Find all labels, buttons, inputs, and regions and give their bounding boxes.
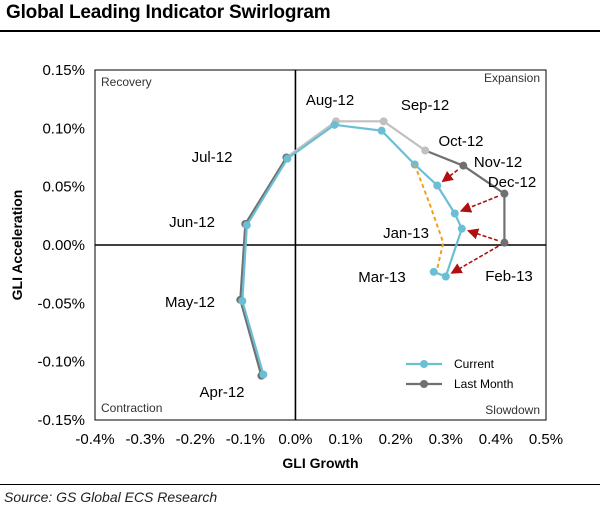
projection-line xyxy=(413,164,445,269)
x-tick-label: 0.3% xyxy=(429,431,463,448)
legend-marker-current xyxy=(420,360,428,368)
y-tick-label: 0.05% xyxy=(42,179,85,196)
source-note: Source: GS Global ECS Research xyxy=(4,489,218,505)
y-tick-label: 0.00% xyxy=(42,237,85,254)
x-tick-label: -0.2% xyxy=(176,431,215,448)
legend-label-last-month: Last Month xyxy=(454,377,513,391)
current-point xyxy=(377,126,386,135)
x-tick-label: 0.2% xyxy=(379,431,413,448)
last-month-line-segment xyxy=(239,223,247,300)
point-label: Sep-12 xyxy=(401,97,449,114)
current-point xyxy=(259,370,268,379)
y-axis-title: GLI Acceleration xyxy=(9,190,25,301)
x-tick-label: -0.3% xyxy=(126,431,165,448)
point-label: Aug-12 xyxy=(306,92,354,109)
revision-arrow xyxy=(441,169,459,183)
last-month-line-segment xyxy=(244,156,288,225)
x-tick-label: 0.5% xyxy=(529,431,563,448)
revision-arrow xyxy=(450,245,499,274)
point-label: Jan-13 xyxy=(383,225,429,242)
last-month-point xyxy=(500,238,509,247)
y-tick-label: -0.15% xyxy=(37,412,85,429)
source-rule xyxy=(0,484,600,485)
legend-label-current: Current xyxy=(454,357,495,371)
point-label: Feb-13 xyxy=(485,268,533,285)
y-tick-label: 0.10% xyxy=(42,120,85,137)
x-tick-label: 0.4% xyxy=(479,431,513,448)
last-month-line-segment xyxy=(285,120,337,159)
last-month-point xyxy=(459,161,468,170)
current-point xyxy=(238,297,247,305)
last-month-line-segment xyxy=(383,120,426,152)
y-tick-label: -0.05% xyxy=(37,295,85,312)
point-label: Jul-12 xyxy=(192,149,233,166)
y-tick-label: -0.10% xyxy=(37,354,85,371)
y-tick-label: 0.15% xyxy=(42,62,85,79)
title-rule xyxy=(0,30,600,32)
last-month-point xyxy=(379,117,388,126)
last-month-point xyxy=(421,146,430,155)
point-label: May-12 xyxy=(165,294,215,311)
x-tick-label: 0.0% xyxy=(278,431,312,448)
point-label: Mar-13 xyxy=(358,269,406,286)
revision-arrow xyxy=(466,228,499,242)
legend-marker-last-month xyxy=(420,380,428,388)
last-month-line-segment xyxy=(424,149,464,167)
current-point xyxy=(330,120,339,129)
x-axis-title: GLI Growth xyxy=(282,455,358,471)
current-series-line xyxy=(241,123,463,375)
point-label: Oct-12 xyxy=(438,133,483,150)
x-tick-label: 0.1% xyxy=(328,431,362,448)
point-label: Nov-12 xyxy=(474,154,522,171)
current-point xyxy=(433,181,442,190)
last-month-point xyxy=(500,189,509,198)
x-tick-label: -0.4% xyxy=(75,431,114,448)
chart-title: Global Leading Indicator Swirlogram xyxy=(6,2,331,23)
current-point xyxy=(450,209,459,218)
quadrant-label-slowdown: Slowdown xyxy=(485,403,540,417)
current-point xyxy=(429,267,438,276)
current-point xyxy=(457,224,466,233)
x-tick-label: -0.1% xyxy=(226,431,265,448)
revision-arrow xyxy=(459,195,499,213)
quadrant-label-recovery: Recovery xyxy=(101,75,152,89)
quadrant-label-contraction: Contraction xyxy=(101,401,162,415)
point-label: Jun-12 xyxy=(169,214,215,231)
current-point xyxy=(441,272,450,281)
point-label: Dec-12 xyxy=(488,174,536,191)
last-month-line-segment xyxy=(462,164,506,195)
point-label: Apr-12 xyxy=(199,384,244,401)
current-point xyxy=(283,154,292,163)
last-month-line-segment xyxy=(239,299,263,376)
current-point xyxy=(242,221,251,230)
quadrant-label-expansion: Expansion xyxy=(484,71,540,85)
